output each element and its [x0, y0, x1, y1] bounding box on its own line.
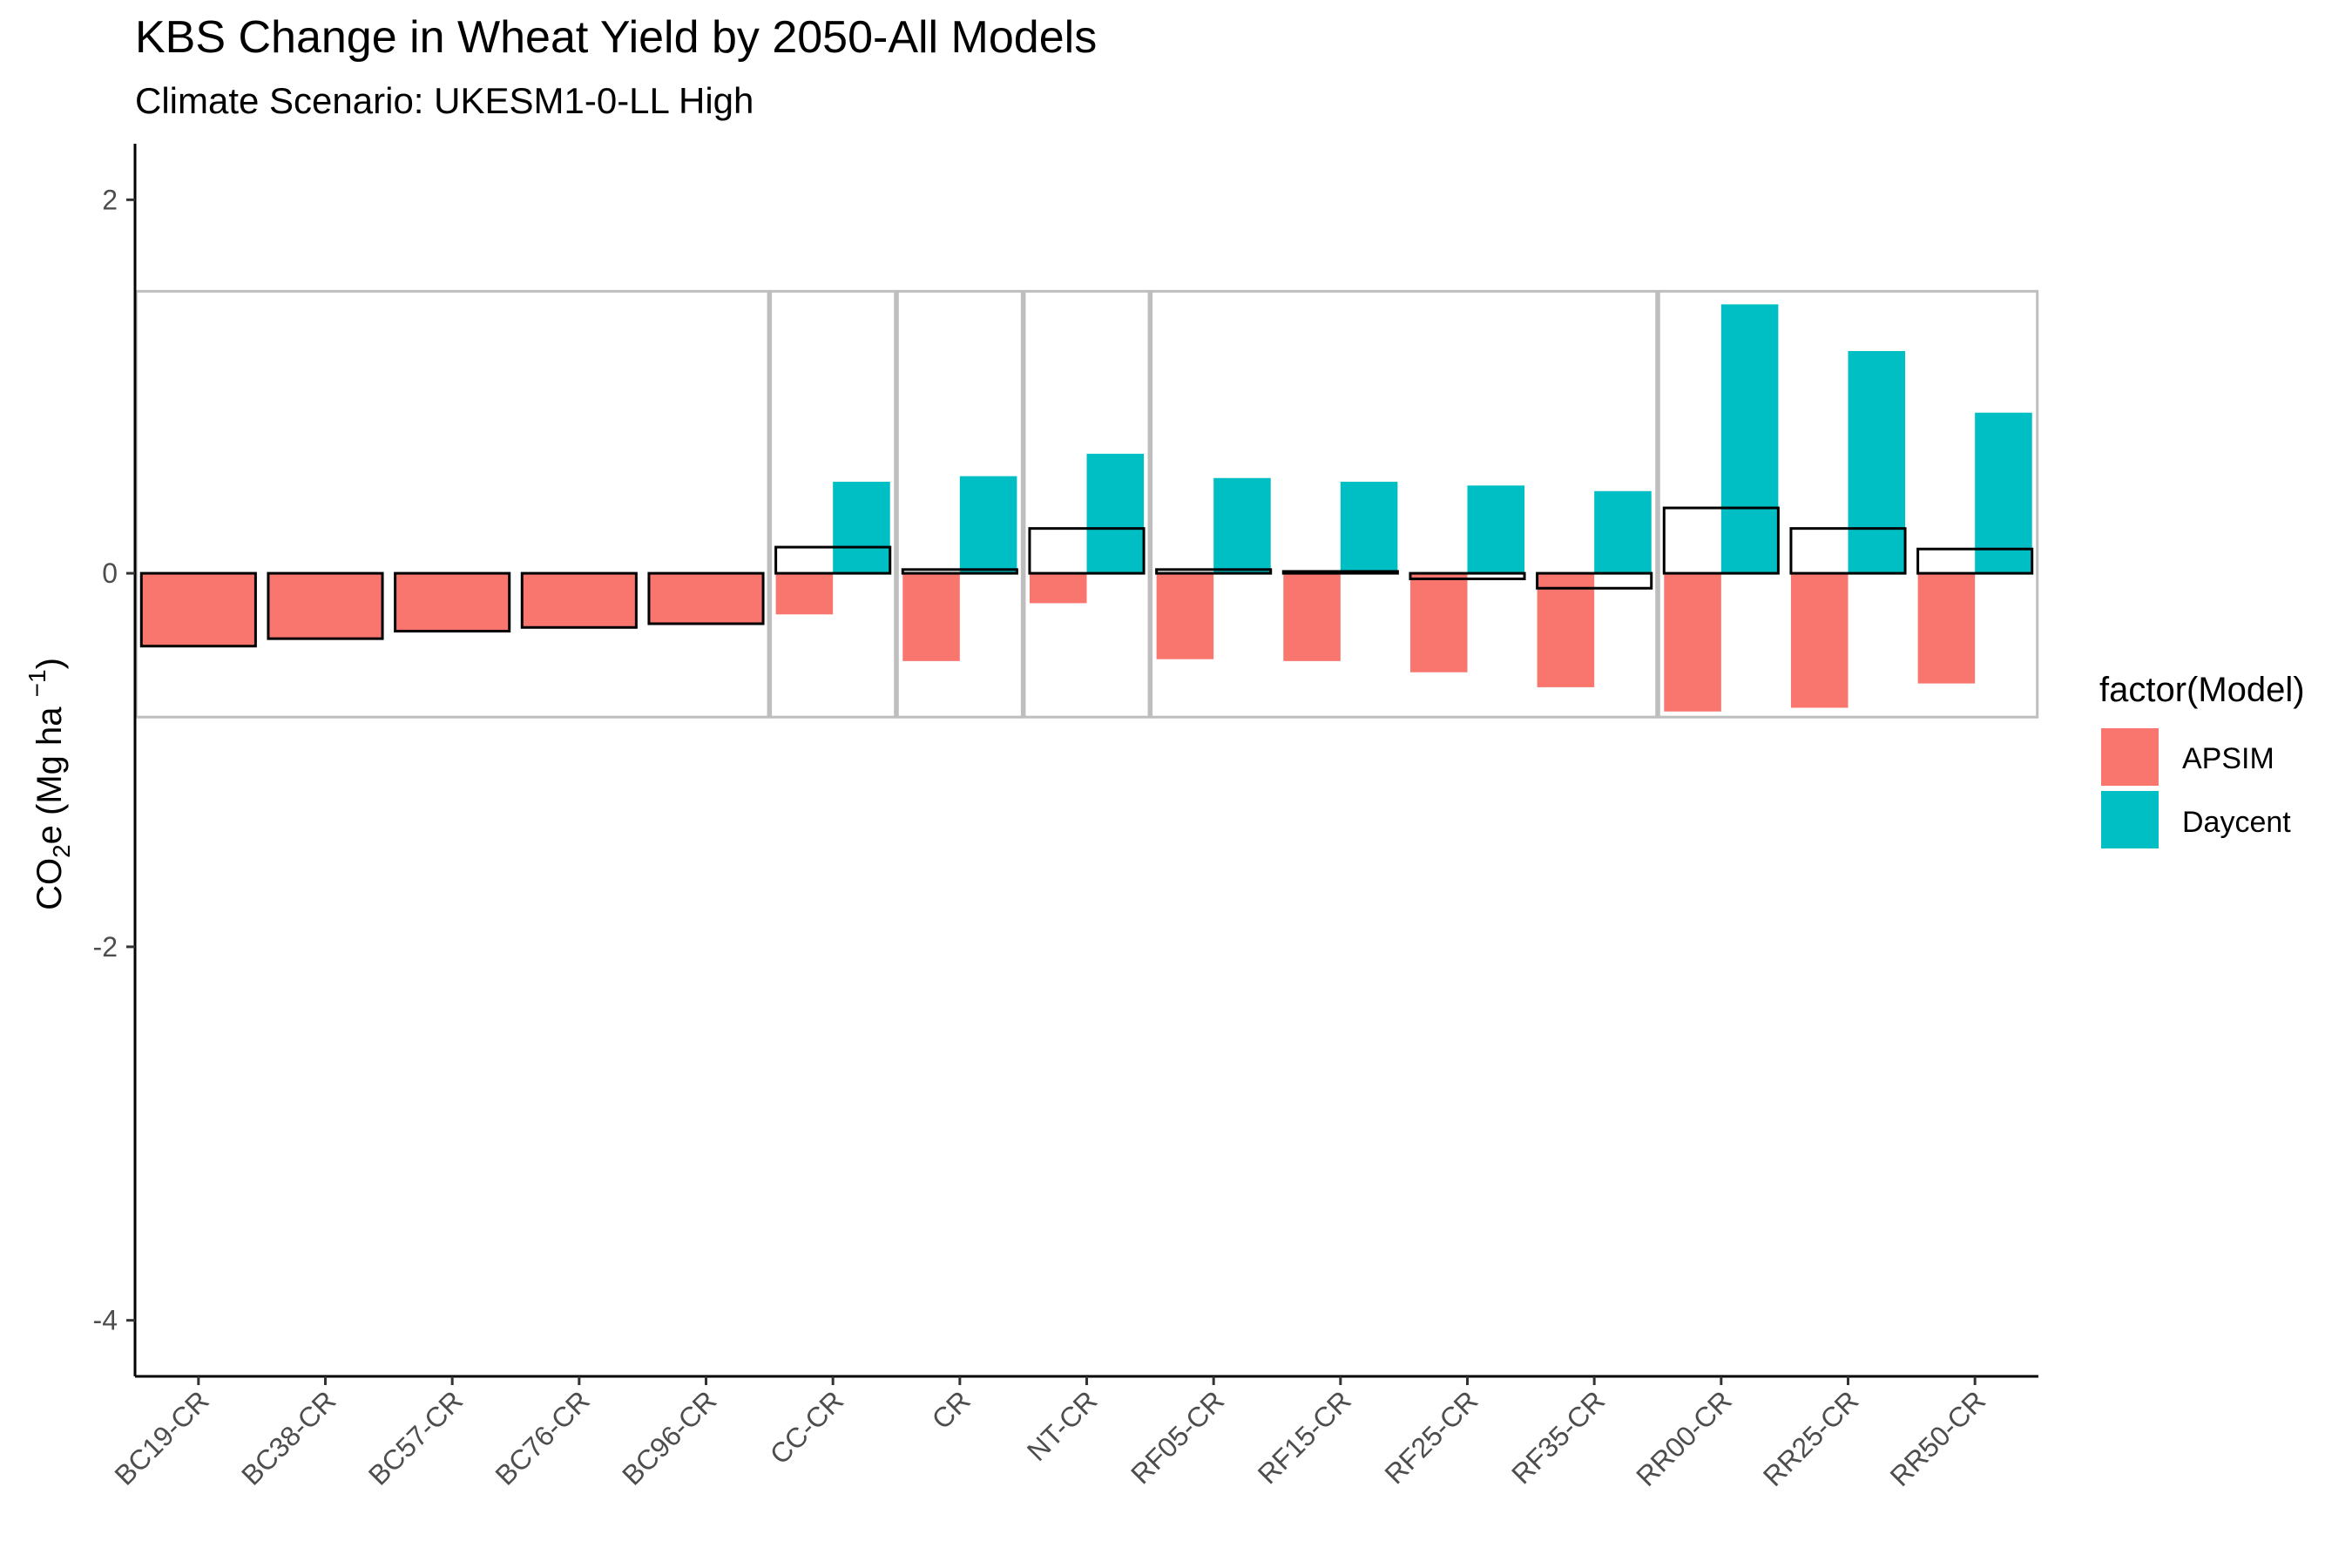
mean-outline-bc76-cr — [520, 571, 638, 629]
bar-apsim-rf25-cr — [1409, 573, 1468, 672]
chart-title: KBS Change in Wheat Yield by 2050-All Mo… — [135, 12, 1097, 63]
bar-apsim-cc-cr — [775, 573, 834, 615]
x-tick-label-bc57-cr: BC57-CR — [362, 1384, 469, 1490]
legend-title: factor(Model) — [2099, 671, 2305, 709]
group-box — [1023, 289, 1151, 719]
bar-apsim-bc96-cr — [648, 573, 764, 624]
y-tick-label: -4 — [93, 1305, 118, 1336]
x-tick-label-cr: CR — [926, 1384, 977, 1435]
x-tick-label-bc38-cr: BC38-CR — [235, 1384, 341, 1490]
bar-daycent-cc-cr — [833, 482, 890, 574]
bar-daycent-rf05-cr — [1213, 477, 1271, 574]
bars — [141, 304, 2032, 712]
mean-outline-rr00-cr — [1662, 506, 1780, 575]
bar-apsim-bc19-cr — [141, 573, 256, 646]
bar-apsim-rr25-cr — [1790, 573, 1848, 708]
x-tick-label-rf25-cr: RF25-CR — [1378, 1384, 1484, 1490]
bar-apsim-cr — [902, 573, 960, 661]
x-tick-label-rf35-cr: RF35-CR — [1505, 1384, 1611, 1490]
y-tick-label: 2 — [102, 184, 118, 215]
y-tick-label: -2 — [93, 931, 118, 963]
x-tick-label-rr50-cr: RR50-CR — [1884, 1384, 1992, 1492]
bar-daycent-rf15-cr — [1340, 482, 1398, 574]
x-tick-label-rr00-cr: RR00-CR — [1630, 1384, 1738, 1492]
mean-outline-bc38-cr — [267, 571, 384, 640]
legend-label-daycent: Daycent — [2182, 806, 2291, 839]
mean-outline-rf25-cr — [1409, 571, 1526, 581]
group-box — [1150, 289, 1659, 719]
bar-apsim-bc57-cr — [395, 573, 510, 632]
x-tick-label-nt-cr: NT-CR — [1021, 1384, 1104, 1467]
bar-apsim-rr50-cr — [1917, 573, 1976, 684]
x-tick-label-bc19-cr: BC19-CR — [109, 1384, 215, 1490]
x-tick-label-bc76-cr: BC76-CR — [490, 1384, 596, 1490]
group-box — [896, 289, 1024, 719]
legend-key-daycent — [2101, 791, 2159, 848]
bar-daycent-rf25-cr — [1467, 485, 1525, 574]
legend: factor(Model) APSIM Daycent — [2099, 671, 2305, 848]
bar-apsim-nt-cr — [1029, 573, 1087, 604]
group-box — [1657, 289, 2039, 719]
bar-daycent-rr50-cr — [1975, 412, 2032, 574]
mean-outline-cr — [901, 568, 1018, 575]
mean-outline-rf05-cr — [1155, 568, 1273, 575]
bar-daycent-rr25-cr — [1848, 350, 1906, 574]
mean-outlines — [139, 506, 2034, 648]
group-box — [134, 289, 770, 719]
legend-key-apsim — [2101, 728, 2159, 786]
bar-apsim-rf15-cr — [1283, 573, 1341, 661]
mean-outline-rr25-cr — [1789, 527, 1907, 575]
legend-label-apsim: APSIM — [2182, 742, 2274, 775]
bar-daycent-nt-cr — [1086, 453, 1145, 574]
chart-subtitle: Climate Scenario: UKESM1-0-LL High — [135, 80, 754, 121]
mean-outline-bc96-cr — [647, 571, 765, 625]
mean-outline-rr50-cr — [1916, 547, 2034, 575]
mean-outline-bc57-cr — [394, 571, 511, 633]
group-boxes — [134, 289, 2039, 719]
bar-apsim-rr00-cr — [1664, 573, 1721, 712]
x-tick-label-rr25-cr: RR25-CR — [1757, 1384, 1865, 1492]
y-axis-label: CO2e (Mg ha −1) — [24, 658, 75, 910]
x-axis-ticks: BC19-CR BC38-CR BC57-CR BC76-CR BC96-CR CC-CR… — [109, 1376, 1992, 1492]
mean-outline-rf15-cr — [1281, 570, 1399, 575]
bar-apsim-bc38-cr — [267, 573, 383, 639]
mean-outline-rf35-cr — [1536, 571, 1653, 590]
y-axis-ticks: 2 0 -2 -4 — [93, 184, 135, 1336]
x-tick-label-rf05-cr: RF05-CR — [1125, 1384, 1230, 1490]
mean-outline-nt-cr — [1028, 527, 1146, 575]
bar-daycent-rf35-cr — [1594, 490, 1652, 574]
bar-daycent-cr — [959, 476, 1017, 574]
x-tick-label-rf15-cr: RF15-CR — [1252, 1384, 1357, 1490]
mean-outline-cc-cr — [774, 545, 892, 575]
y-tick-label: 0 — [102, 558, 118, 589]
mean-outline-bc19-cr — [139, 571, 257, 648]
bar-apsim-rf05-cr — [1156, 573, 1214, 659]
bar-daycent-rr00-cr — [1720, 304, 1779, 574]
x-tick-label-bc96-cr: BC96-CR — [616, 1384, 722, 1490]
bar-apsim-rf35-cr — [1537, 573, 1595, 687]
x-tick-label-cc-cr: CC-CR — [764, 1384, 849, 1470]
bar-apsim-bc76-cr — [522, 573, 637, 628]
group-box — [769, 289, 897, 719]
